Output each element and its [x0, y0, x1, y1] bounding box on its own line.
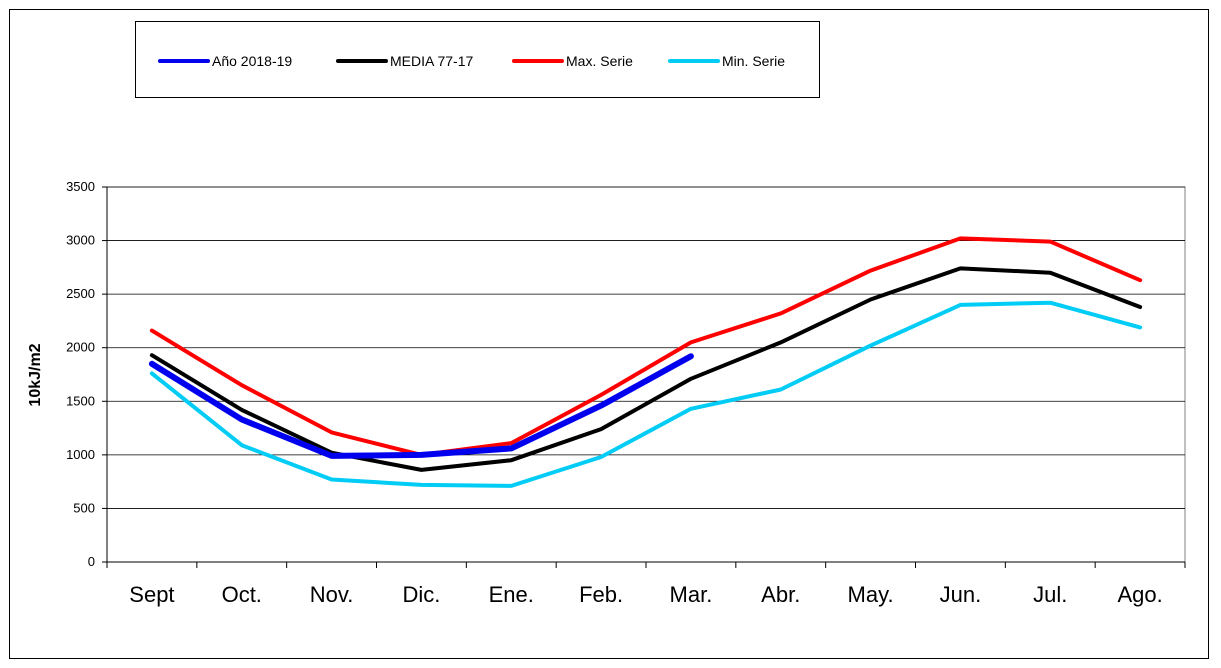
x-tick-label-may: May.	[848, 582, 894, 607]
legend-swatch-media-77-17	[336, 59, 388, 63]
series-line-media-77-17	[149, 266, 1143, 472]
legend-swatch-min-serie	[668, 59, 720, 63]
x-tick-label-dic: Dic.	[402, 582, 440, 607]
y-tick-label-1500: 1500	[66, 393, 95, 408]
chart-legend: Año 2018-19 MEDIA 77-17 Max. Serie Min. …	[135, 21, 820, 98]
legend-label-media-77-17: MEDIA 77-17	[390, 53, 474, 69]
legend-item-max-serie: Max. Serie	[512, 53, 633, 69]
x-tick-label-nov: Nov.	[310, 582, 354, 607]
legend-label-ano-2018-19: Año 2018-19	[212, 53, 293, 69]
legend-swatch-ano-2018-19	[158, 59, 210, 63]
x-tick-label-jul: Jul.	[1033, 582, 1067, 607]
legend-item-media-77-17: MEDIA 77-17	[336, 53, 473, 69]
y-tick-label-3000: 3000	[66, 233, 95, 248]
y-tick-label-2000: 2000	[66, 340, 95, 355]
plot-area	[106, 186, 1186, 563]
x-tick-label-abr: Abr.	[761, 582, 800, 607]
y-tick-label-500: 500	[73, 500, 95, 515]
series-line-min-serie	[149, 300, 1143, 488]
x-tick-label-oct: Oct.	[222, 582, 262, 607]
series-line-ano-2018-19	[148, 353, 694, 459]
y-tick-label-2500: 2500	[66, 286, 95, 301]
chart-frame	[9, 9, 1209, 659]
x-tick-label-ene: Ene.	[489, 582, 534, 607]
legend-label-max-serie: Max. Serie	[566, 53, 633, 69]
series-line-max-serie	[149, 236, 1143, 457]
y-tick-label-1000: 1000	[66, 447, 95, 462]
x-tick-label-mar: Mar.	[670, 582, 713, 607]
legend-swatch-max-serie	[512, 59, 564, 63]
y-tick-label-3500: 3500	[66, 179, 95, 194]
x-tick-label-jun: Jun.	[940, 582, 982, 607]
y-axis-title: 10kJ/m2	[27, 343, 44, 406]
legend-item-min-serie: Min. Serie	[668, 53, 785, 69]
legend-item-ano-2018-19: Año 2018-19	[158, 53, 292, 69]
x-tick-label-sept: Sept	[129, 582, 174, 607]
legend-label-min-serie: Min. Serie	[722, 53, 786, 69]
y-tick-label-0: 0	[88, 554, 95, 569]
x-tick-label-feb: Feb.	[579, 582, 623, 607]
x-tick-label-ago: Ago.	[1117, 582, 1162, 607]
